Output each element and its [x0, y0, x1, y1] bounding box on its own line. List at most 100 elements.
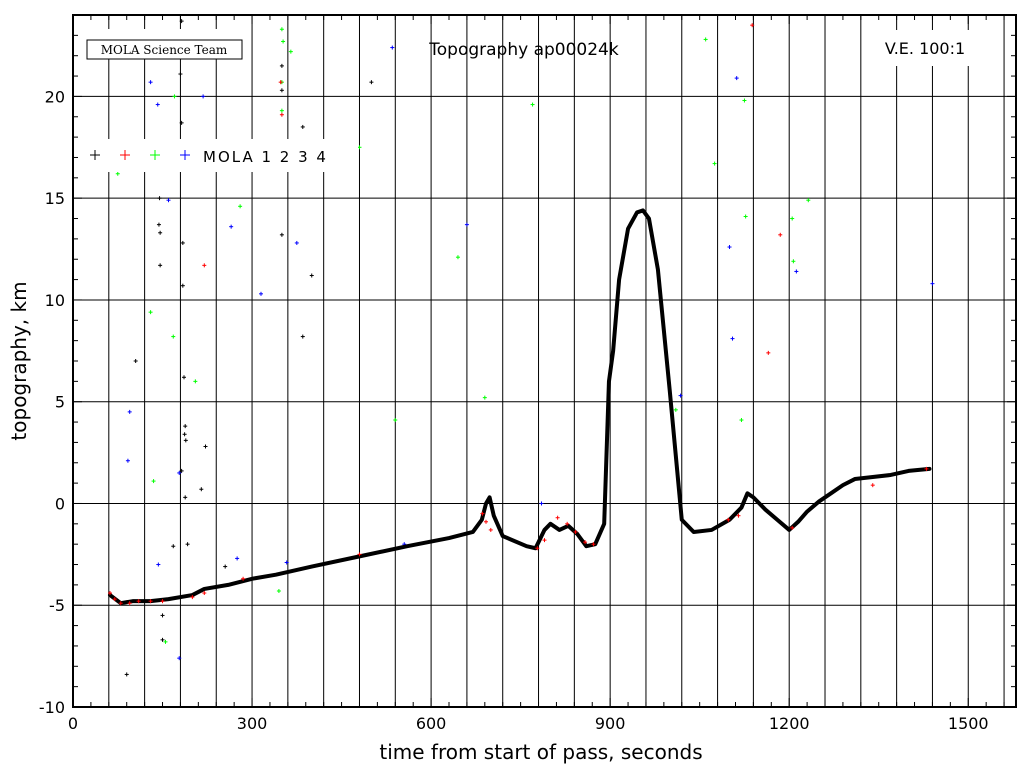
detector-2-point: [279, 112, 284, 117]
noise-point-detector-4: [930, 281, 935, 286]
noise-point-detector-1: [300, 124, 305, 129]
noise-point-detector-4: [464, 222, 469, 227]
noise-point-detector-4: [177, 656, 182, 661]
legend-marker-1: [90, 150, 100, 160]
credit-box: MOLA Science Team: [83, 29, 243, 60]
noise-point-detector-4: [156, 562, 161, 567]
noise-point-detector-4: [539, 501, 544, 506]
detector-2-point: [148, 599, 153, 604]
noise-point-detector-3: [455, 255, 460, 260]
noise-point-detector-1: [185, 542, 190, 547]
detector-2-point: [555, 515, 560, 520]
noise-point-detector-4: [730, 336, 735, 341]
noise-point-detector-1: [171, 544, 176, 549]
noise-point-detector-3: [791, 259, 796, 264]
noise-point-detector-1: [157, 196, 162, 201]
plot-frame: [72, 14, 1017, 708]
noise-point-detector-3: [790, 216, 795, 221]
noise-point-detector-1: [279, 88, 284, 93]
noise-point-detector-3: [115, 171, 120, 176]
detector-2-point: [112, 597, 117, 602]
noise-point-detector-4: [177, 470, 182, 475]
x-tick-label: 0: [68, 714, 78, 733]
noise-point-detector-4: [125, 458, 130, 463]
y-axis-title: topography, km: [7, 281, 31, 440]
noise-point-detector-4: [284, 560, 289, 565]
noise-point-detector-4: [166, 198, 171, 203]
noise-point-detector-4: [235, 556, 240, 561]
x-tick-label: 1200: [769, 714, 810, 733]
detector-2-point: [488, 527, 493, 532]
noise-point-detector-3: [151, 479, 156, 484]
noise-point-detector-3: [806, 198, 811, 203]
noise-point-detector-3: [288, 49, 293, 54]
detector-2-point: [565, 521, 570, 526]
noise-point-detector-3: [171, 334, 176, 339]
noise-point-detector-4: [229, 224, 234, 229]
noise-point-detector-1: [182, 375, 187, 380]
legend-marker-2: [120, 150, 130, 160]
grid-lines: [73, 15, 1016, 707]
detector-2-point: [766, 350, 771, 355]
detector-2-point: [583, 540, 588, 545]
x-tick-label: 300: [237, 714, 268, 733]
noise-point-detector-3: [172, 94, 177, 99]
noise-point-detector-4: [201, 94, 206, 99]
detector-2-point: [108, 591, 113, 596]
y-tick-label: 20: [45, 87, 65, 106]
noise-point-detector-1: [160, 613, 165, 618]
detector-2-point: [535, 546, 540, 551]
noise-point-detector-3: [238, 204, 243, 209]
detector-2-point: [118, 601, 123, 606]
noise-point-detector-3: [703, 37, 708, 42]
noise-point-detector-1: [133, 359, 138, 363]
detector-2-point: [278, 80, 283, 85]
noise-point-detector-1: [199, 487, 204, 492]
noise-point-detector-1: [158, 230, 163, 235]
noise-point-detector-1: [160, 637, 165, 642]
vertical-exaggeration-label: V.E. 100:1: [885, 39, 965, 58]
noise-point-detector-3: [739, 418, 744, 423]
noise-point-detector-1: [309, 273, 314, 278]
annotation-box: V.E. 100:1: [875, 30, 975, 66]
detector-2-point: [591, 542, 596, 547]
noise-point-detector-3: [673, 407, 678, 412]
data-layer: [108, 19, 935, 677]
noise-point-detector-1: [300, 334, 305, 339]
noise-point-detector-1: [124, 672, 129, 677]
x-tick-label: 1500: [948, 714, 989, 733]
noise-point-detector-3: [193, 379, 198, 384]
noise-point-detector-3: [743, 214, 748, 219]
y-tick-label: -10: [39, 698, 65, 717]
detector-2-point: [542, 538, 547, 543]
noise-point-detector-1: [183, 424, 188, 429]
noise-point-detector-1: [223, 564, 228, 569]
detector-2-point: [241, 576, 246, 581]
noise-point-detector-3: [163, 639, 168, 644]
noise-point-detector-4: [678, 393, 683, 398]
noise-point-detector-1: [178, 72, 183, 77]
noise-point-detector-1: [369, 80, 374, 85]
noise-point-detector-1: [179, 19, 184, 24]
x-tick-label: 600: [416, 714, 447, 733]
detector-2-point: [778, 232, 783, 237]
noise-point-detector-1: [180, 240, 185, 245]
noise-point-detector-1: [183, 495, 188, 500]
y-tick-label: 0: [55, 494, 65, 513]
credit-text: MOLA Science Team: [101, 43, 228, 57]
detector-2-point: [870, 483, 875, 488]
noise-point-detector-4: [155, 102, 160, 107]
detector-2-point: [136, 599, 141, 604]
legend-marker-4: [180, 150, 190, 160]
noise-point-detector-4: [390, 45, 395, 50]
detector-2-point: [480, 511, 485, 516]
detector-2-point: [127, 601, 132, 606]
noise-point-detector-3: [530, 102, 535, 107]
detector-2-point: [726, 517, 731, 522]
noise-point-detector-1: [183, 438, 188, 443]
x-tick-label: 900: [595, 714, 626, 733]
legend-label: MOLA 1 2 3 4: [203, 148, 328, 166]
legend-marker-3: [150, 150, 160, 160]
